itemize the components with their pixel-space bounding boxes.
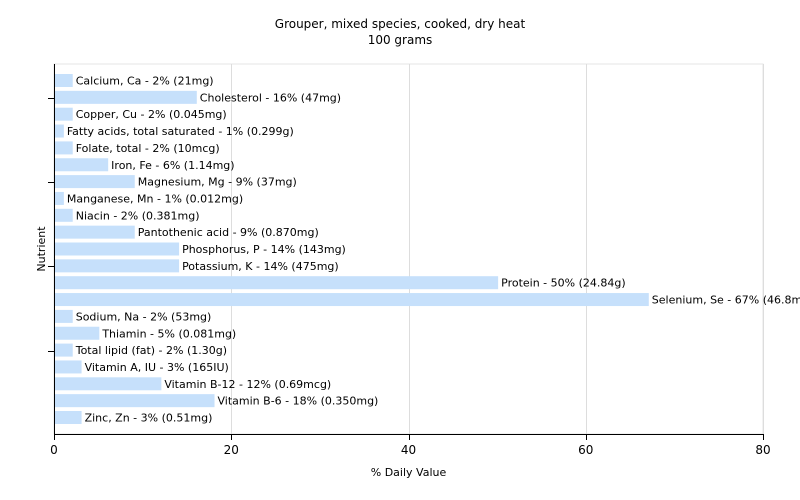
bar-5 [55,158,109,172]
x-tick-label-60: 60 [578,443,593,457]
bar-label-1: Cholesterol - 16% (47mg) [200,91,341,104]
bar-7 [55,191,64,205]
bar-15 [55,326,100,340]
bar-label-5: Iron, Fe - 6% (1.14mg) [111,159,234,172]
bar-label-10: Phosphorus, P - 14% (143mg) [182,243,346,256]
bar-6 [55,175,135,189]
bar-label-3: Fatty acids, total saturated - 1% (0.299… [67,125,294,138]
bar-18 [55,377,162,391]
x-tick-label-40: 40 [401,443,416,457]
bar-label-12: Protein - 50% (24.84g) [501,277,626,290]
bar-label-16: Total lipid (fat) - 2% (1.30g) [75,344,227,357]
x-tick-label-20: 20 [224,443,239,457]
bar-label-13: Selenium, Se - 67% (46.8mcg) [652,294,800,307]
bar-label-2: Copper, Cu - 2% (0.045mg) [76,108,227,121]
bar-9 [55,225,135,239]
bar-label-9: Pantothenic acid - 9% (0.870mg) [138,226,319,239]
bar-label-4: Folate, total - 2% (10mcg) [76,142,220,155]
bar-10 [55,242,180,256]
chart-title-block: Grouper, mixed species, cooked, dry heat… [0,16,800,48]
bar-12 [55,276,499,290]
bar-label-8: Niacin - 2% (0.381mg) [76,209,200,222]
bar-3 [55,124,64,138]
bar-label-6: Magnesium, Mg - 9% (37mg) [138,176,297,189]
bar-label-7: Manganese, Mn - 1% (0.012mg) [67,192,243,205]
bar-label-17: Vitamin A, IU - 3% (165IU) [85,361,229,374]
bar-0 [55,74,73,87]
bar-20 [55,411,82,424]
chart-title: Grouper, mixed species, cooked, dry heat [274,17,526,31]
bar-label-0: Calcium, Ca - 2% (21mg) [76,75,214,88]
bar-label-18: Vitamin B-12 - 12% (0.69mcg) [164,378,331,391]
x-axis-title: % Daily Value [371,466,447,479]
bar-16 [55,343,73,357]
bar-label-14: Sodium, Na - 2% (53mg) [76,310,212,323]
bar-11 [55,259,180,273]
bar-14 [55,309,73,323]
bar-label-11: Potassium, K - 14% (475mg) [182,260,339,273]
bar-4 [55,141,73,155]
bar-1 [55,90,197,104]
bar-13 [55,293,649,307]
bar-label-20: Zinc, Zn - 3% (0.51mg) [85,412,213,425]
x-tick-label-0: 0 [50,443,58,457]
bar-2 [55,107,73,121]
bar-19 [55,394,215,408]
chart-subtitle: 100 grams [367,33,433,47]
bar-label-19: Vitamin B-6 - 18% (0.350mg) [218,395,379,408]
y-axis-title: Nutrient [35,226,48,272]
bar-label-15: Thiamin - 5% (0.081mg) [101,327,236,340]
x-tick-label-80: 80 [755,443,770,457]
bar-8 [55,208,73,222]
bar-17 [55,360,82,374]
